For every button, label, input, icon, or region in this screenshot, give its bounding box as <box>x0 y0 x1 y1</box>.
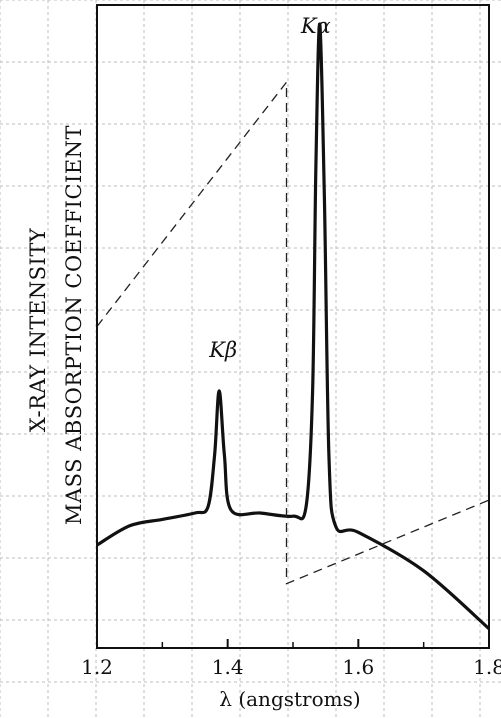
x-tick-label: 1.2 <box>81 655 113 679</box>
x-tick-label: 1.4 <box>212 655 244 679</box>
x-ticks: 1.2 1.4 1.6 1.8 <box>81 639 501 679</box>
curves <box>96 22 491 630</box>
y-axis-title: X-RAY INTENSITY <box>26 227 50 432</box>
x-tick-label: 1.8 <box>473 655 501 679</box>
absorption-curve <box>96 80 490 585</box>
intensity-curve <box>96 22 491 630</box>
k-beta-label: Kβ <box>208 338 237 362</box>
k-alpha-label: Kα <box>300 14 331 38</box>
plot-frame <box>96 4 490 649</box>
y-axis-title-2: MASS ABSORPTION COEFFICIENT <box>62 125 86 525</box>
x-tick-label: 1.6 <box>342 655 374 679</box>
plot-border <box>96 4 490 649</box>
x-axis-title: λ (angstroms) <box>219 687 360 711</box>
